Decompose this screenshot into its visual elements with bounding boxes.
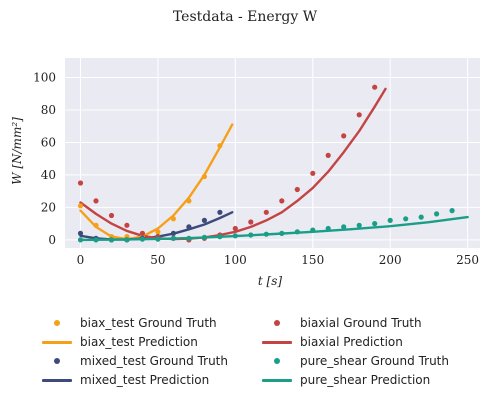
legend-marker-line bbox=[42, 337, 72, 347]
legend-item: biaxial Prediction bbox=[262, 332, 462, 351]
x-tick-label: 250 bbox=[456, 253, 479, 267]
data-point-pure-shear-ground-truth bbox=[419, 215, 424, 220]
data-point-pure-shear-ground-truth bbox=[450, 208, 455, 213]
data-point-biaxial-ground-truth bbox=[295, 187, 300, 192]
data-point-biax-test-ground-truth bbox=[186, 198, 191, 203]
x-tick-label: 0 bbox=[77, 253, 85, 267]
y-tick-label: 40 bbox=[41, 168, 56, 182]
data-point-biaxial-ground-truth bbox=[124, 223, 129, 228]
data-point-biax-test-ground-truth bbox=[155, 229, 160, 234]
data-point-pure-shear-ground-truth bbox=[202, 235, 207, 240]
legend-label: biax_test Prediction bbox=[80, 335, 198, 349]
legend-marker-line bbox=[262, 375, 292, 385]
data-point-pure-shear-ground-truth bbox=[217, 234, 222, 239]
x-tick-label: 100 bbox=[224, 253, 247, 267]
legend-item: pure_shear Ground Truth bbox=[262, 351, 462, 370]
y-axis-label: W [N/mm²] bbox=[10, 117, 24, 185]
legend-item: biax_test Ground Truth bbox=[42, 313, 262, 332]
data-point-biaxial-ground-truth bbox=[310, 171, 315, 176]
data-point-mixed-test-ground-truth bbox=[217, 210, 222, 215]
chart-title: Testdata - Energy W bbox=[173, 9, 318, 25]
data-point-biax-test-ground-truth bbox=[93, 223, 98, 228]
data-point-pure-shear-ground-truth bbox=[326, 226, 331, 231]
y-tick-label: 0 bbox=[48, 233, 56, 247]
x-tick-label: 200 bbox=[379, 253, 402, 267]
legend-label: mixed_test Ground Truth bbox=[80, 354, 228, 368]
data-point-biaxial-ground-truth bbox=[357, 112, 362, 117]
data-point-pure-shear-ground-truth bbox=[155, 237, 160, 242]
data-point-biaxial-ground-truth bbox=[93, 198, 98, 203]
legend-marker-dot bbox=[262, 356, 292, 366]
data-point-biax-test-ground-truth bbox=[78, 203, 83, 208]
data-point-mixed-test-ground-truth bbox=[186, 224, 191, 229]
data-point-pure-shear-ground-truth bbox=[140, 237, 145, 242]
legend-label: biaxial Ground Truth bbox=[300, 316, 422, 330]
data-point-biaxial-ground-truth bbox=[109, 213, 114, 218]
data-point-pure-shear-ground-truth bbox=[388, 218, 393, 223]
data-point-pure-shear-ground-truth bbox=[372, 221, 377, 226]
legend-item: pure_shear Prediction bbox=[262, 370, 462, 389]
legend-marker-dot bbox=[42, 356, 72, 366]
data-point-mixed-test-ground-truth bbox=[171, 231, 176, 236]
x-tick-label: 150 bbox=[301, 253, 324, 267]
legend-label: pure_shear Prediction bbox=[300, 373, 430, 387]
legend-marker-line bbox=[262, 337, 292, 347]
legend-marker-line bbox=[42, 375, 72, 385]
legend-label: pure_shear Ground Truth bbox=[300, 354, 449, 368]
data-point-pure-shear-ground-truth bbox=[279, 231, 284, 236]
data-point-pure-shear-ground-truth bbox=[341, 224, 346, 229]
legend: biax_test Ground Truth biaxial Ground Tru… bbox=[42, 313, 462, 389]
data-point-pure-shear-ground-truth bbox=[295, 229, 300, 234]
data-point-biaxial-ground-truth bbox=[341, 133, 346, 138]
legend-item: biaxial Ground Truth bbox=[262, 313, 462, 332]
data-point-biax-test-ground-truth bbox=[202, 174, 207, 179]
data-point-biaxial-ground-truth bbox=[279, 198, 284, 203]
legend-marker-dot bbox=[42, 318, 72, 328]
legend-label: mixed_test Prediction bbox=[80, 373, 209, 387]
data-point-biax-test-ground-truth bbox=[171, 216, 176, 221]
plot-background bbox=[65, 58, 480, 248]
data-point-pure-shear-ground-truth bbox=[93, 237, 98, 242]
legend-item: mixed_test Ground Truth bbox=[42, 351, 262, 370]
data-point-pure-shear-ground-truth bbox=[109, 237, 114, 242]
data-point-mixed-test-ground-truth bbox=[78, 231, 83, 236]
data-point-biaxial-ground-truth bbox=[264, 210, 269, 215]
legend-label: biax_test Ground Truth bbox=[80, 316, 217, 330]
x-axis-label: t [s] bbox=[258, 274, 282, 288]
y-tick-label: 80 bbox=[41, 103, 56, 117]
data-point-biax-test-ground-truth bbox=[217, 143, 222, 148]
data-point-pure-shear-ground-truth bbox=[357, 223, 362, 228]
data-point-pure-shear-ground-truth bbox=[264, 232, 269, 237]
data-point-pure-shear-ground-truth bbox=[78, 237, 83, 242]
data-point-pure-shear-ground-truth bbox=[233, 233, 238, 238]
data-point-biaxial-ground-truth bbox=[372, 85, 377, 90]
data-point-pure-shear-ground-truth bbox=[171, 236, 176, 241]
legend-item: biax_test Prediction bbox=[42, 332, 262, 351]
data-point-biaxial-ground-truth bbox=[248, 219, 253, 224]
data-point-pure-shear-ground-truth bbox=[310, 228, 315, 233]
data-point-pure-shear-ground-truth bbox=[186, 236, 191, 241]
data-point-pure-shear-ground-truth bbox=[403, 216, 408, 221]
data-point-mixed-test-ground-truth bbox=[202, 218, 207, 223]
plot-area: 0 50 100 150 200 250 0 20 40 60 80 100 bbox=[33, 58, 480, 267]
data-point-pure-shear-ground-truth bbox=[124, 237, 129, 242]
data-point-pure-shear-ground-truth bbox=[248, 232, 253, 237]
y-tick-label: 20 bbox=[41, 200, 56, 214]
y-tick-label: 60 bbox=[41, 135, 56, 149]
data-point-biaxial-ground-truth bbox=[140, 231, 145, 236]
data-point-biaxial-ground-truth bbox=[78, 180, 83, 185]
data-point-pure-shear-ground-truth bbox=[434, 211, 439, 216]
legend-item: mixed_test Prediction bbox=[42, 370, 262, 389]
data-point-biaxial-ground-truth bbox=[233, 226, 238, 231]
legend-marker-dot bbox=[262, 318, 292, 328]
data-point-biaxial-ground-truth bbox=[326, 153, 331, 158]
legend-label: biaxial Prediction bbox=[300, 335, 403, 349]
y-tick-label: 100 bbox=[33, 70, 56, 84]
x-tick-label: 50 bbox=[150, 253, 165, 267]
